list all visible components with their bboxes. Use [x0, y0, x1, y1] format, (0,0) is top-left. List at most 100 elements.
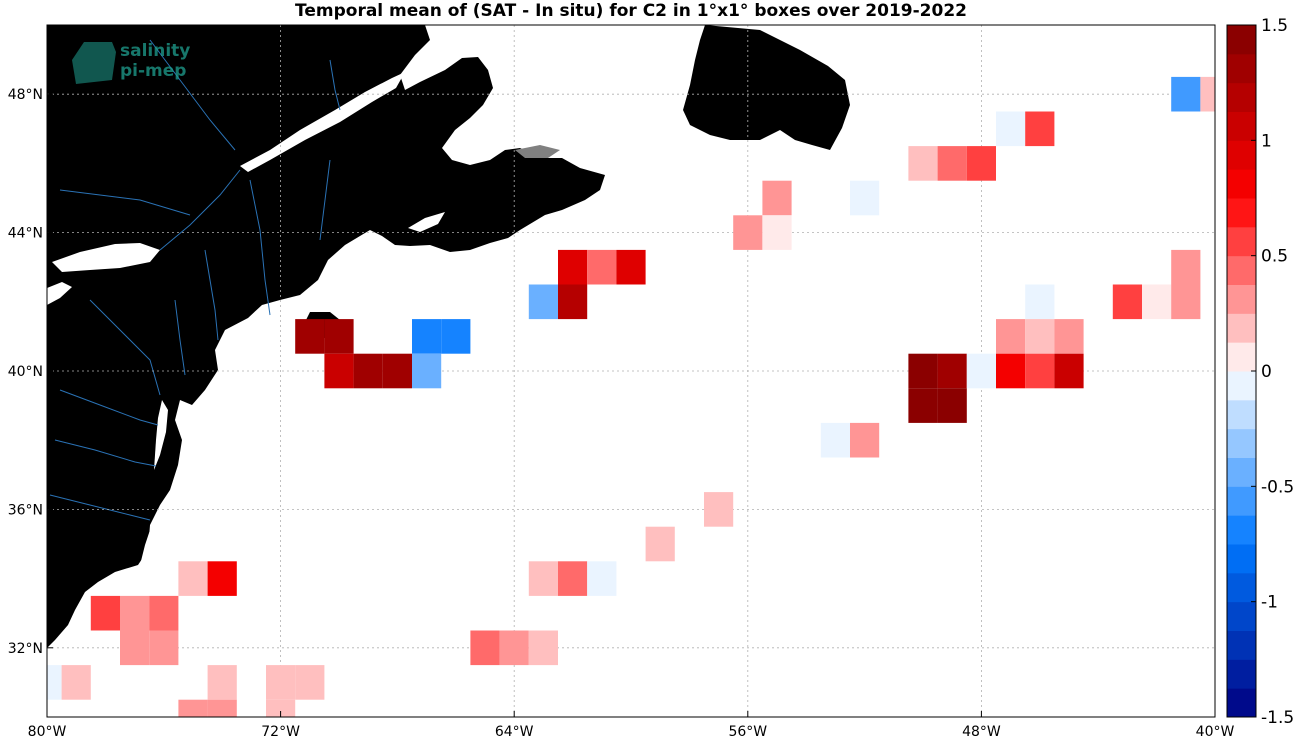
data-cell [382, 353, 412, 389]
prince-edward-island-land [515, 145, 560, 158]
data-cell [966, 146, 996, 181]
north-america-land [47, 25, 605, 648]
logo-line2: pi-mep [120, 61, 186, 81]
colorbar-swatch [1227, 688, 1256, 718]
data-cell [528, 284, 558, 320]
data-cell [820, 422, 850, 458]
lon-tick-label: 40°W [1196, 724, 1235, 740]
logo-line1: salinity [120, 41, 190, 61]
data-cell [1171, 284, 1201, 320]
data-cell [207, 699, 237, 717]
lat-tick-label: 32°N [8, 641, 43, 657]
river-potomac [59, 389, 159, 426]
data-cell [908, 146, 938, 181]
data-cell [353, 353, 383, 389]
colorbar-tick-label: -1 [1261, 593, 1278, 613]
data-cell [996, 319, 1026, 354]
colorbar-swatch [1227, 140, 1256, 170]
data-cell [412, 353, 442, 389]
data-cell [1200, 76, 1215, 112]
data-cell [1025, 353, 1055, 389]
river-st-lawrence [159, 169, 241, 251]
lon-tick-label: 72°W [261, 724, 300, 740]
colorbar-swatch [1227, 428, 1256, 458]
data-cell [207, 561, 237, 596]
colorbar-swatch [1227, 630, 1256, 660]
river-hudson [204, 249, 219, 341]
data-cell [324, 353, 354, 389]
data-cell [733, 215, 763, 250]
data-cell [587, 561, 617, 596]
data-cell [996, 111, 1026, 147]
lon-tick-label: 56°W [728, 724, 767, 740]
data-cell [178, 699, 208, 717]
data-cell [1112, 284, 1142, 320]
colorbar-swatch [1227, 659, 1256, 689]
data-cell [1025, 319, 1055, 354]
colorbar-swatch [1227, 25, 1256, 55]
data-cell [1025, 111, 1055, 147]
river-susquehanna [89, 299, 161, 396]
colorbar-swatch [1227, 572, 1256, 603]
colorbar-swatch [1227, 342, 1256, 372]
lat-tick-label: 40°N [8, 364, 43, 380]
map-title: Temporal mean of (SAT - In situ) for C2 … [295, 1, 967, 21]
latitude-axis: 32°N 36°N 40°N 44°N 48°N [8, 87, 53, 657]
data-cell [1054, 319, 1084, 354]
lon-tick-label: 48°W [962, 724, 1001, 740]
inland-water [47, 72, 445, 565]
colorbar-swatch [1227, 399, 1256, 430]
data-cells [47, 76, 1215, 717]
colorbar-swatch [1227, 284, 1256, 314]
longitude-axis: 80°W 72°W 64°W 56°W 48°W 40°W [28, 711, 1235, 740]
data-cell [762, 215, 792, 250]
data-cell [149, 595, 179, 631]
colorbar-swatch [1227, 313, 1256, 343]
data-cell [558, 249, 588, 285]
colorbar-tick-label: -1.5 [1261, 708, 1294, 728]
colorbar-tick-label: 0.5 [1261, 247, 1288, 267]
data-cell [120, 595, 150, 631]
data-cell [616, 249, 646, 285]
river-james [54, 439, 157, 467]
lat-tick-label: 44°N [8, 226, 43, 242]
data-cell [966, 353, 996, 389]
data-cell [295, 319, 325, 354]
river-delaware [174, 299, 186, 376]
st-lawrence-estuary [240, 72, 405, 172]
colorbar-swatch [1227, 53, 1256, 84]
rivers [49, 39, 341, 521]
data-cell [1054, 353, 1084, 389]
data-cell [178, 561, 208, 596]
colorbar-tick-label: -0.5 [1261, 477, 1294, 497]
colorbar-swatch [1227, 111, 1256, 141]
data-cell [704, 492, 734, 527]
data-cell [207, 665, 237, 700]
data-cell [850, 422, 880, 458]
data-cell [1142, 284, 1172, 320]
river-saguenay [329, 59, 341, 111]
data-cell [908, 388, 938, 423]
data-cell [1171, 76, 1201, 112]
pamlico-sound [140, 530, 158, 565]
colorbar-swatch [1227, 198, 1256, 228]
river-maine [319, 159, 331, 241]
colorbar-tick-label: 1.5 [1261, 16, 1288, 36]
data-cell [90, 595, 120, 631]
data-cell [937, 146, 967, 181]
data-cell [937, 388, 967, 423]
data-cell [499, 630, 529, 666]
colorbar-swatch [1227, 371, 1256, 401]
data-cell [528, 561, 558, 596]
data-cell [528, 630, 558, 666]
colorbar-swatch [1227, 544, 1256, 574]
river-ottawa [59, 189, 191, 216]
data-cell [149, 630, 179, 666]
data-cell [295, 665, 325, 700]
data-cell [120, 630, 150, 666]
data-cell [645, 526, 675, 562]
colorbar-swatch [1227, 486, 1256, 516]
chesapeake-bay [154, 400, 168, 470]
data-cell [558, 561, 588, 596]
